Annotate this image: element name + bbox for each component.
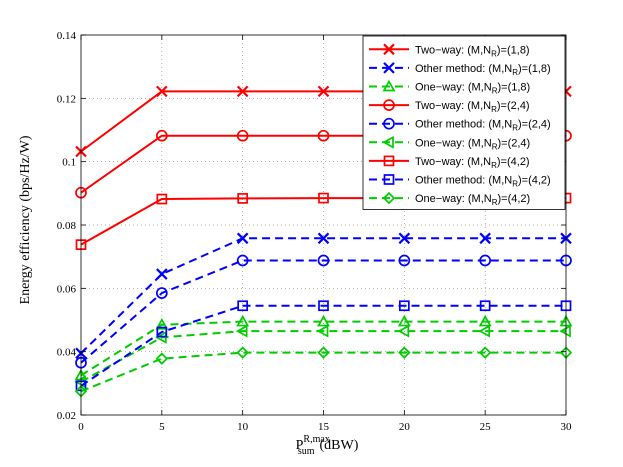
data-point [397,314,411,327]
x-axis-label-sub: sum [298,446,315,457]
series-5 [75,254,572,369]
data-point [155,129,168,142]
data-point [317,232,330,245]
x-axis-label-base: P [296,438,304,453]
data-point [155,317,169,330]
data-point [236,232,249,245]
x-axis-label: PR,max sum (dBW) [296,434,359,457]
data-point [237,300,249,312]
y-tick-label: 0.1 [62,157,76,169]
data-point [317,85,330,98]
legend-label: Two−way: (M,NR)=(2,4) [415,100,530,114]
legend-label: One−way: (M,NR)=(1,8) [415,82,530,96]
y-tick-label: 0.06 [57,283,77,295]
legend-marker [383,99,395,111]
data-point [398,232,411,245]
data-point [317,129,330,142]
data-point [559,324,571,338]
series-line [80,351,566,393]
legend-label: Two−way: (M,NR)=(1,8) [415,44,530,58]
y-tick-label: 0.04 [57,347,77,359]
legend-entry: One−way: (M,NR)=(1,8) [369,79,530,96]
series-line [80,304,566,387]
data-point [479,232,491,245]
x-axis-label-unit: (dBW) [319,438,358,453]
data-point [478,346,492,359]
legend-marker [383,62,395,74]
data-point [155,352,169,365]
x-tick-label: 30 [561,421,573,433]
series-2 [75,232,572,360]
series-line [80,259,566,364]
data-point [155,287,168,299]
y-tick-label: 0.14 [57,30,77,42]
data-point [155,330,167,344]
data-point [478,314,492,327]
data-point [236,314,250,327]
x-tick-label: 5 [159,421,165,433]
legend-entry: Other method: (M,NR)=(4,2) [369,174,551,189]
data-point [156,268,168,280]
legend-entry: Two−way: (M,NR)=(1,8) [369,43,530,58]
legend-entry: One−way: (M,NR)=(4,2) [369,191,530,207]
data-point [398,254,411,267]
series-line [80,330,566,383]
y-axis-label: Energy efficiency (bps/Hz/W) [18,135,33,304]
x-tick-label: 25 [480,421,492,433]
x-tick-label: 20 [399,421,411,433]
data-point [317,314,330,327]
legend-entry: Two−way: (M,NR)=(4,2) [369,155,530,170]
legend-label: One−way: (M,NR)=(4,2) [415,193,530,207]
data-point [317,346,330,359]
y-tick-label: 0.08 [57,220,77,232]
legend: Two−way: (M,NR)=(1,8) Other method: (M,NR… [362,35,566,210]
data-point [317,254,330,267]
legend-entry: Other method: (M,NR)=(1,8) [369,62,551,77]
data-point [156,193,168,205]
data-point [318,300,329,312]
legend-entry: One−way: (M,NR)=(2,4) [369,135,530,151]
data-point [397,324,410,338]
series-line [80,320,566,377]
data-point [156,85,168,98]
legend-label: Other method: (M,NR)=(2,4) [415,119,551,133]
data-point [236,346,249,359]
data-point [236,85,249,98]
legend-label: One−way: (M,NR)=(2,4) [415,137,530,151]
y-tick-label: 0.02 [57,410,76,422]
data-point [236,254,249,267]
data-point [235,324,248,338]
x-axis-label-sup: R,max [303,434,329,445]
ticks: 0 5 10 15 20 25 30 0.02 0.04 0.06 0.08 0.1 0.12 0.14 [57,30,572,433]
legend-marker [383,174,395,185]
y-tick-label: 0.12 [57,93,76,105]
data-point [318,192,329,204]
series-6 [74,324,571,389]
legend-entry: Other method: (M,NR)=(2,4) [369,117,551,133]
x-tick-label: 15 [318,421,330,433]
legend-entry: Two−way: (M,NR)=(2,4) [369,99,530,114]
data-point [236,129,249,142]
data-point [237,193,249,204]
legend-label: Two−way: (M,NR)=(4,2) [415,156,530,170]
data-point [156,326,168,338]
data-point [479,300,491,312]
legend-marker [382,135,394,149]
legend-marker [383,117,395,130]
x-tick-label: 0 [78,421,84,433]
legend-marker [383,155,395,167]
legend-marker [382,79,396,92]
data-point [316,324,329,338]
data-point [398,346,411,359]
x-tick-label: 10 [237,421,249,433]
legend-label: Other method: (M,NR)=(4,2) [415,175,551,189]
data-point [478,324,491,338]
legend-label: Other method: (M,NR)=(1,8) [415,63,551,77]
legend-marker [383,43,395,56]
data-point [398,300,410,312]
legend-marker [382,191,396,205]
data-point [479,254,492,267]
